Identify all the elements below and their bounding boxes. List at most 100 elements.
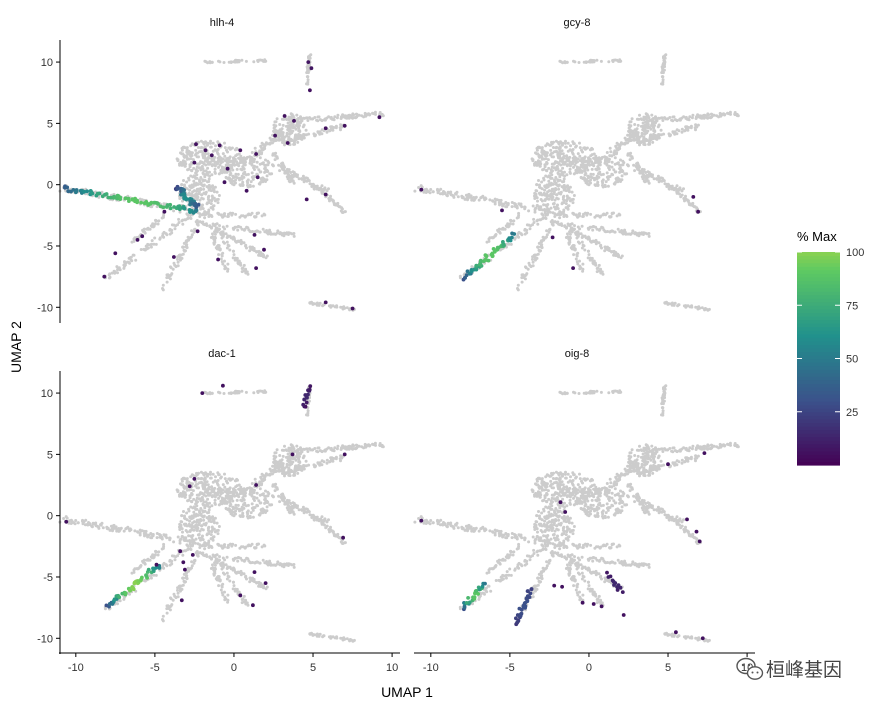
background-cell-point	[214, 144, 217, 148]
background-cell-point	[232, 249, 235, 253]
expression-point	[262, 247, 266, 252]
background-cell-point	[82, 520, 86, 524]
background-cell-point	[258, 156, 262, 160]
background-cell-point	[204, 163, 208, 167]
background-cell-point	[195, 187, 199, 191]
background-cell-point	[446, 190, 450, 194]
background-cell-point	[241, 496, 245, 500]
background-cell-point	[217, 253, 221, 257]
background-cell-point	[246, 516, 250, 520]
background-cell-point	[288, 129, 291, 133]
background-cell-point	[242, 263, 246, 267]
background-cell-point	[189, 152, 192, 156]
background-cell-point	[138, 533, 142, 537]
background-cell-point	[335, 305, 339, 309]
background-cell-point	[192, 174, 196, 178]
background-cell-point	[251, 184, 255, 188]
background-cell-point	[194, 483, 198, 487]
background-cell-point	[235, 498, 239, 502]
background-cell-point	[239, 498, 243, 502]
background-cell-point	[327, 528, 331, 531]
background-cell-point	[180, 148, 184, 152]
background-cell-point	[601, 272, 605, 276]
background-cell-point	[589, 148, 593, 152]
background-cell-point	[198, 497, 202, 501]
background-cell-point	[658, 179, 662, 183]
background-cell-point	[663, 116, 667, 120]
background-cell-point	[207, 511, 211, 514]
background-cell-point	[549, 206, 553, 210]
background-cell-point	[113, 271, 117, 275]
background-cell-point	[531, 264, 535, 268]
background-cell-point	[573, 224, 576, 228]
background-cell-point	[464, 193, 468, 197]
background-cell-point	[700, 306, 704, 310]
background-cell-point	[561, 160, 565, 164]
background-cell-point	[307, 179, 311, 183]
background-cell-point	[253, 477, 257, 481]
background-cell-point	[613, 170, 617, 174]
background-cell-point	[504, 205, 508, 209]
background-cell-point	[191, 515, 195, 519]
background-cell-point	[238, 507, 242, 511]
background-cell-point	[559, 222, 563, 226]
background-cell-point	[612, 182, 616, 186]
background-cell-point	[221, 483, 225, 487]
background-cell-point	[107, 276, 111, 280]
background-cell-point	[299, 448, 303, 452]
background-cell-point	[211, 472, 215, 476]
background-cell-point	[271, 153, 275, 157]
background-cell-point	[329, 194, 332, 198]
background-cell-point	[537, 248, 541, 252]
background-cell-point	[562, 155, 566, 159]
background-cell-point	[641, 233, 645, 236]
background-cell-point	[320, 128, 324, 132]
background-cell-point	[600, 225, 604, 229]
background-cell-point	[320, 521, 324, 525]
background-cell-point	[212, 535, 216, 539]
background-cell-point	[508, 222, 512, 226]
background-cell-point	[169, 266, 173, 270]
background-cell-point	[327, 197, 331, 200]
background-cell-point	[672, 187, 676, 191]
background-cell-point	[559, 213, 563, 217]
background-cell-point	[589, 60, 592, 64]
background-cell-point	[203, 476, 207, 480]
background-cell-point	[540, 157, 544, 161]
background-cell-point	[201, 141, 205, 144]
background-cell-point	[347, 447, 351, 451]
background-cell-point	[580, 157, 584, 161]
background-cell-point	[312, 187, 316, 191]
background-cell-point	[189, 168, 193, 172]
background-cell-point	[211, 141, 215, 145]
background-cell-point	[609, 150, 613, 154]
background-cell-point	[255, 172, 259, 176]
background-cell-point	[637, 117, 641, 121]
background-cell-point	[259, 475, 263, 479]
background-cell-point	[305, 507, 309, 511]
background-cell-point	[417, 186, 421, 189]
background-cell-point	[703, 307, 707, 311]
background-cell-point	[558, 145, 562, 149]
background-cell-point	[179, 482, 182, 486]
background-cell-point	[222, 61, 226, 64]
background-cell-point	[221, 225, 225, 229]
background-cell-point	[123, 263, 127, 267]
background-cell-point	[180, 183, 184, 187]
background-cell-point	[660, 71, 664, 75]
background-cell-point	[657, 123, 661, 127]
background-cell-point	[650, 137, 653, 141]
background-cell-point	[255, 212, 259, 216]
background-cell-point	[279, 164, 283, 168]
background-cell-point	[251, 157, 255, 161]
background-cell-point	[284, 169, 288, 173]
background-cell-point	[633, 169, 637, 173]
background-cell-point	[315, 118, 319, 122]
background-cell-point	[702, 116, 706, 120]
background-cell-point	[537, 179, 540, 182]
expression-point	[306, 60, 311, 64]
background-cell-point	[197, 471, 200, 475]
background-cell-point	[684, 127, 688, 131]
background-cell-point	[188, 529, 192, 533]
expression-point	[323, 300, 328, 305]
